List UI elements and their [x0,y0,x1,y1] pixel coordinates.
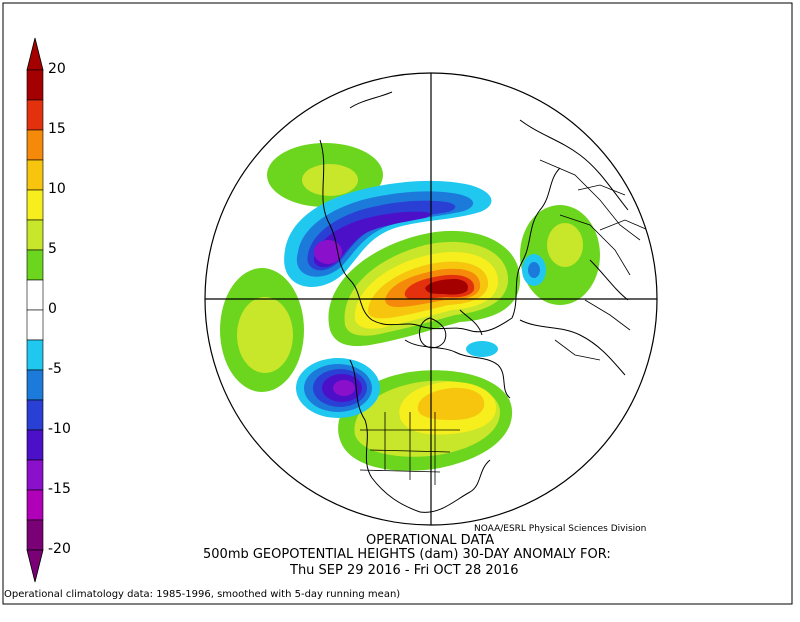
colorbar-tick-label: -15 [48,481,71,497]
colorbar-segment [26,459,44,491]
colorbar-tick-label: -20 [48,541,71,557]
colorbar-tick-label: -10 [48,421,71,437]
colorbar-segment [26,429,44,461]
colorbar-segment [26,189,44,221]
colorbar-segment [26,99,44,131]
colorbar-segment [26,219,44,251]
colorbar-segment [26,279,44,311]
anomaly-arctic-high [328,230,520,347]
colorbar-tick-label: 20 [48,61,66,77]
colorbar-segment [26,129,44,161]
borders [359,159,649,485]
anomaly-low-north-atlantic [284,180,492,287]
colorbar-arrow-bottom [26,549,44,583]
colorbar-segment [26,159,44,191]
colorbar-tick-label: 5 [48,241,57,257]
anomaly-low-north-pacific [296,358,380,418]
colorbar-tick-label: 0 [48,301,57,317]
colorbar-arrow-top [26,37,44,71]
colorbar-segment [26,399,44,431]
anomaly-field [220,91,649,513]
footnote-text: Operational climatology data: 1985-1996,… [4,589,401,600]
title-line-2: 500mb GEOPOTENTIAL HEIGHTS (dam) 30-DAY … [203,547,611,562]
colorbar [26,37,44,583]
colorbar-segment [26,69,44,101]
coastlines [319,91,629,513]
colorbar-segment [26,489,44,521]
credit-text: NOAA/ESRL Physical Sciences Division [474,524,647,534]
colorbar-segment [26,249,44,281]
anomaly-green-north-atlantic-top [267,143,383,207]
title-line-3: Thu SEP 29 2016 - Fri OCT 28 2016 [290,563,519,578]
colorbar-segment [26,519,44,551]
colorbar-tick-label: 10 [48,181,66,197]
outer-border [2,2,793,605]
colorbar-segment [26,309,44,341]
colorbar-segment [26,339,44,371]
anomaly-green-pacific [220,268,304,392]
anomaly-low-canada [466,341,498,357]
anomaly-north-america-high [338,370,513,471]
colorbar-tick-label: 15 [48,121,66,137]
title-line-1: OPERATIONAL DATA [366,533,495,548]
colorbar-segment [26,369,44,401]
colorbar-tick-label: -5 [48,361,62,377]
anomaly-low-siberia [522,254,546,286]
polar-map [204,72,658,526]
